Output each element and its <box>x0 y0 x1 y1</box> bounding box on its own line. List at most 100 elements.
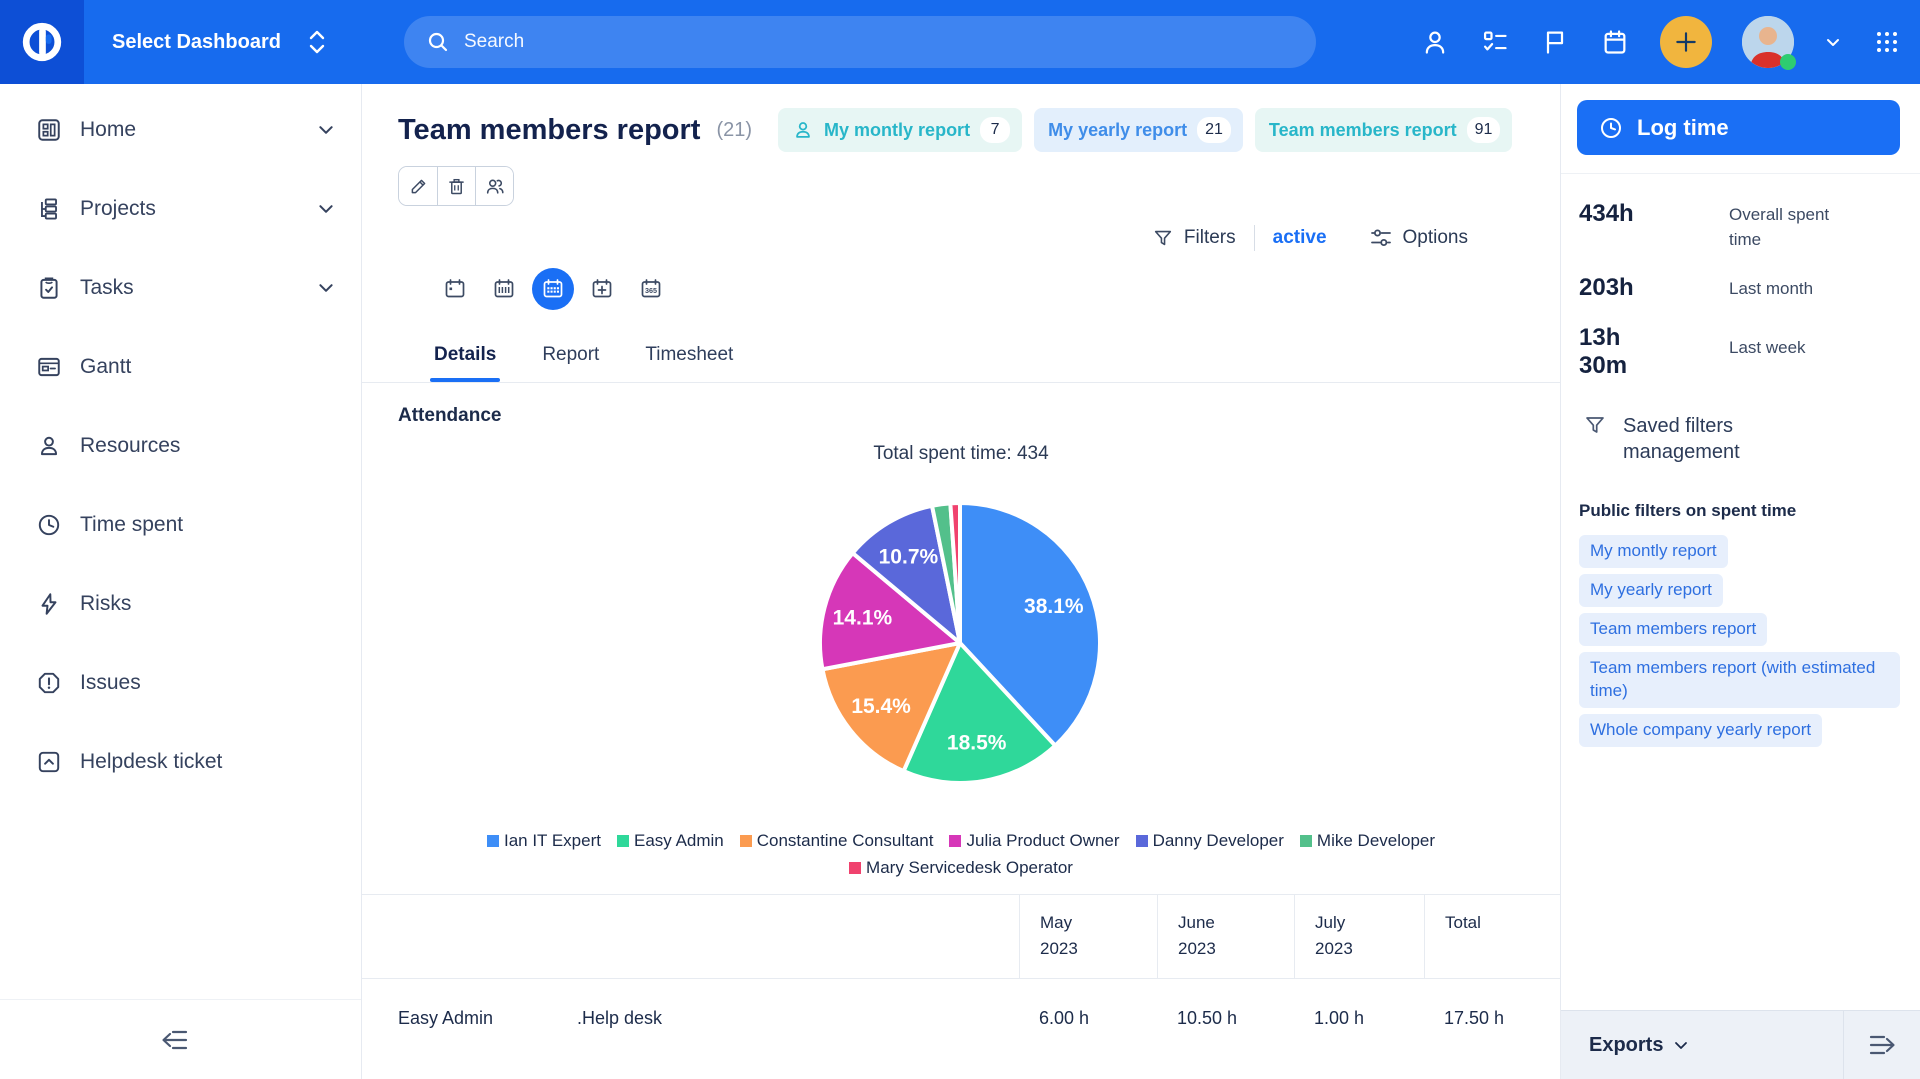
public-filters-title: Public filters on spent time <box>1579 501 1797 521</box>
period-week-button[interactable] <box>483 268 525 310</box>
legend-item[interactable]: Mike Developer <box>1299 831 1436 851</box>
apps-grid-icon[interactable] <box>1872 27 1902 57</box>
filters-active-link[interactable]: active <box>1272 227 1327 248</box>
sidebar-item-home[interactable]: Home <box>0 90 361 169</box>
report-chips: My montly report 7 My yearly report 21 T… <box>778 108 1513 152</box>
edit-button[interactable] <box>399 167 437 205</box>
legend-item[interactable]: Mary Servicedesk Operator <box>849 858 1073 878</box>
header-cell-may[interactable]: May 2023 <box>1019 895 1157 978</box>
legend-item[interactable]: Ian IT Expert <box>486 831 601 851</box>
flag-icon[interactable] <box>1540 27 1570 57</box>
projects-icon <box>41 198 57 219</box>
share-users-button[interactable] <box>475 167 513 205</box>
filters-label: Filters <box>1183 227 1236 248</box>
collapse-panel-button[interactable] <box>1843 1011 1920 1079</box>
legend-swatch <box>739 835 752 847</box>
user-icon[interactable] <box>1420 27 1450 57</box>
sidebar-item-risks[interactable]: Risks <box>0 564 361 643</box>
options-button[interactable]: Options <box>1369 226 1468 250</box>
chevron-down-icon[interactable] <box>317 200 335 218</box>
sidebar-item-resources[interactable]: Resources <box>0 406 361 485</box>
issue-alert-icon <box>38 672 60 693</box>
pie-slice[interactable] <box>958 501 1102 748</box>
checklist-icon[interactable] <box>1480 27 1510 57</box>
calendar-icon[interactable] <box>1600 27 1630 57</box>
sidebar-item-label: Tasks <box>80 275 134 299</box>
sidebar-item-projects[interactable]: Projects <box>0 169 361 248</box>
legend-item[interactable]: Julia Product Owner <box>949 831 1120 851</box>
legend-label: Mike Developer <box>1316 831 1436 850</box>
search-input[interactable] <box>464 31 1294 53</box>
app-logo[interactable] <box>0 0 84 84</box>
sidebar-item-issues[interactable]: Issues <box>0 643 361 722</box>
saved-filters-management[interactable]: Saved filters management <box>1583 413 1920 465</box>
filters-button[interactable]: Filters <box>1152 227 1236 249</box>
pie-slice[interactable] <box>948 500 962 645</box>
table-row[interactable]: Easy Admin .Help desk 6.00 h 10.50 h 1.0… <box>362 979 1560 1058</box>
year-365-label: 365 <box>645 286 657 295</box>
options-label: Options <box>1402 227 1468 248</box>
avatar-chevron-down-icon[interactable] <box>1824 27 1842 57</box>
tabs: Details Report Timesheet <box>429 344 1524 382</box>
tab-timesheet[interactable]: Timesheet <box>645 344 734 365</box>
dashboard-selector[interactable]: Select Dashboard <box>112 28 327 56</box>
sidebar-item-time-spent[interactable]: Time spent <box>0 485 361 564</box>
period-month-button[interactable] <box>532 268 574 310</box>
tasks-icon <box>40 276 58 299</box>
stat-last-month: 203h Last month <box>1579 274 1900 302</box>
exports-label: Exports <box>1589 1033 1664 1056</box>
delete-button[interactable] <box>437 167 475 205</box>
filter-link-my-yearly-report[interactable]: My yearly report <box>1579 574 1723 607</box>
log-time-button[interactable]: Log time <box>1577 100 1900 155</box>
legend-swatch <box>486 835 499 847</box>
attendance-pie-chart[interactable]: 38.1% 18.5% 15.4% 14.1% 10.7% <box>362 471 1560 801</box>
header-cell-june[interactable]: June 2023 <box>1157 895 1294 978</box>
cell-june-value: 10.50 h <box>1177 1007 1238 1028</box>
sidebar-item-label: Home <box>80 117 137 141</box>
header-cell-total[interactable]: Total <box>1424 895 1560 978</box>
chevron-down-icon[interactable] <box>317 121 335 139</box>
filter-link-my-montly-report[interactable]: My montly report <box>1579 535 1728 569</box>
sidebar-item-tasks[interactable]: Tasks <box>0 248 361 327</box>
sidebar-item-gantt[interactable]: Gantt <box>0 327 361 406</box>
dashboard-selector-label: Select Dashboard <box>112 30 281 53</box>
cell-total-value: 17.50 h <box>1444 1007 1505 1028</box>
period-add-button[interactable] <box>581 268 623 310</box>
chip-label: Team members report <box>1268 119 1457 140</box>
chip-label: My yearly report <box>1048 119 1188 140</box>
filter-link-team-members-report[interactable]: Team members report <box>1579 612 1768 646</box>
page-title: Team members report <box>398 113 701 146</box>
legend-item[interactable]: Danny Developer <box>1135 831 1284 851</box>
filter-link-whole-company-yearly-report[interactable]: Whole company yearly report <box>1579 713 1823 747</box>
user-avatar[interactable] <box>1742 16 1796 70</box>
pie-slice[interactable] <box>818 551 962 672</box>
chevron-down-icon[interactable] <box>317 279 335 297</box>
chip-team-members-report[interactable]: Team members report 91 <box>1254 108 1513 152</box>
pie-slice[interactable] <box>850 503 962 645</box>
cell-july-value: 1.00 h <box>1314 1007 1365 1028</box>
cell-project[interactable]: .Help desk <box>577 1007 663 1028</box>
sidebar-item-label: Issues <box>80 670 141 694</box>
period-day-button[interactable] <box>434 268 476 310</box>
table-header-row: May 2023 June 2023 July 2023 Total <box>362 895 1560 979</box>
pencil-icon <box>411 179 425 193</box>
tab-details[interactable]: Details <box>429 344 501 382</box>
period-year-button[interactable]: 365 <box>630 268 672 310</box>
header-cell-july[interactable]: July 2023 <box>1294 895 1424 978</box>
pie-slice-label: 38.1% <box>1024 595 1084 618</box>
tab-report[interactable]: Report <box>542 344 600 365</box>
pie-slice[interactable] <box>820 641 962 774</box>
filter-link-team-members-report-estimated[interactable]: Team members report (with estimated time… <box>1579 651 1900 708</box>
legend-item[interactable]: Constantine Consultant <box>739 831 934 851</box>
exports-dropdown[interactable]: Exports <box>1561 1011 1843 1079</box>
sidebar-item-label: Resources <box>80 433 181 457</box>
chip-count: 7 <box>980 117 1011 143</box>
legend-item[interactable]: Easy Admin <box>616 831 724 851</box>
add-new-button[interactable] <box>1660 16 1712 68</box>
collapse-sidebar-icon[interactable] <box>158 1027 192 1053</box>
pie-slice[interactable] <box>901 641 1058 785</box>
chip-my-montly-report[interactable]: My montly report 7 <box>778 108 1023 152</box>
legend-label: Constantine Consultant <box>756 831 934 850</box>
chip-my-yearly-report[interactable]: My yearly report 21 <box>1034 108 1243 152</box>
sidebar-item-helpdesk[interactable]: Helpdesk ticket <box>0 722 361 801</box>
